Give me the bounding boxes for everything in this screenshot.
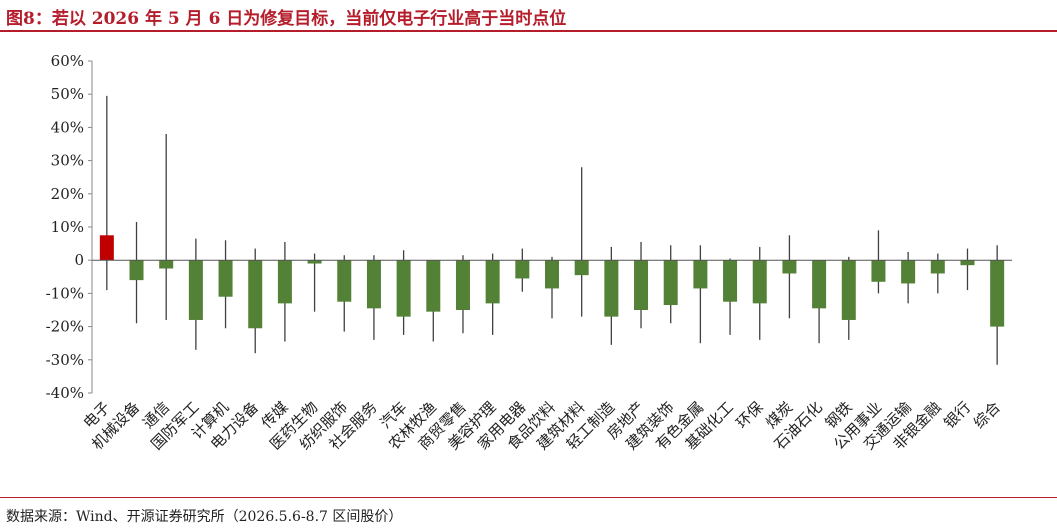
source-rule (0, 497, 1057, 498)
bar (634, 260, 649, 310)
bar (901, 260, 916, 284)
bar (604, 260, 619, 317)
bar (366, 260, 381, 309)
y-tick-label: 0 (74, 251, 84, 269)
bar (574, 260, 589, 276)
y-tick-label: 30% (51, 152, 84, 170)
category-label: 银行 (940, 398, 974, 432)
category-label: 综合 (970, 398, 1004, 432)
bar (277, 260, 292, 304)
y-tick-label: 20% (51, 185, 84, 203)
bar (307, 260, 322, 264)
title-rule (0, 30, 1057, 32)
source-note: 数据来源：Wind、开源证券研究所（2026.5.6-8.7 区间股价） (6, 509, 403, 525)
y-tick-label: -20% (46, 318, 84, 336)
bar (218, 260, 233, 297)
bar (485, 260, 500, 304)
bar (396, 260, 411, 317)
y-tick-label: -30% (46, 351, 84, 369)
bar (99, 235, 114, 261)
bar (545, 260, 559, 289)
bar (960, 260, 975, 266)
bar (663, 260, 678, 306)
bar (159, 260, 174, 269)
bar (248, 260, 263, 329)
chart: -40%-30%-20%-10%010%20%30%40%50%60%电子机械设… (46, 52, 1012, 453)
y-tick-label: -40% (46, 384, 84, 402)
y-tick-label: 60% (51, 52, 84, 70)
y-tick-label: -10% (46, 284, 84, 302)
bar (693, 260, 708, 289)
bar (455, 260, 470, 310)
bar (188, 260, 203, 320)
y-tick-label: 50% (51, 85, 84, 103)
category-label: 环保 (733, 398, 767, 432)
y-tick-label: 10% (51, 218, 84, 236)
bar (990, 260, 1005, 327)
bar (426, 260, 441, 312)
bar (812, 260, 827, 309)
bar (129, 260, 144, 281)
bar (930, 260, 945, 274)
bar (723, 260, 738, 302)
y-tick-label: 40% (51, 118, 84, 136)
bar (782, 260, 797, 274)
figure-title: 图8：若以 2026 年 5 月 6 日为修复目标，当前仅电子行业高于当时点位 (6, 9, 567, 29)
bar (841, 260, 856, 320)
bar (337, 260, 352, 302)
bar (871, 260, 886, 282)
bar (752, 260, 767, 304)
bar (515, 260, 530, 279)
plot-area: -40%-30%-20%-10%010%20%30%40%50%60%电子机械设… (46, 52, 1012, 453)
